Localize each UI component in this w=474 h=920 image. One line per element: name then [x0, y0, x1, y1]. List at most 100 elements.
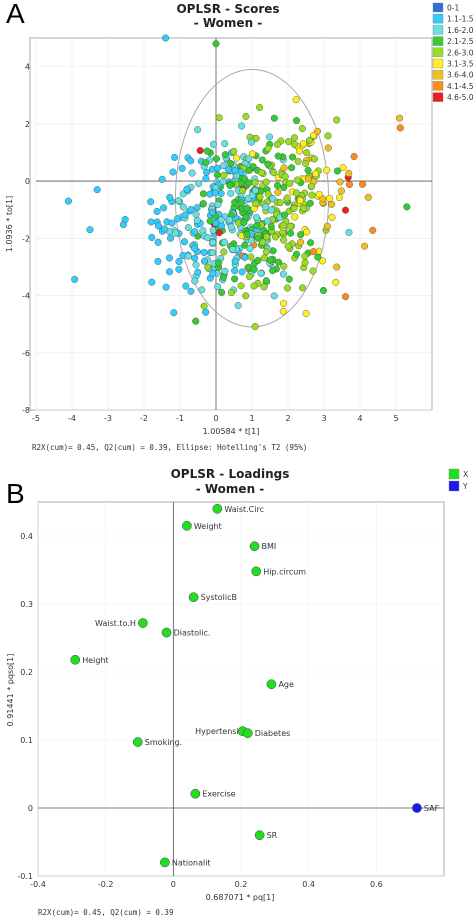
scores-x-tick-label: 1 [249, 414, 254, 423]
score-point [227, 289, 235, 297]
scores-x-ticks: -5 -4 -3 -2 -1 0 1 2 3 4 5 [32, 414, 399, 423]
loadings-zero-axes [38, 502, 444, 876]
score-point [231, 167, 239, 175]
score-point [193, 216, 201, 224]
score-point [259, 238, 267, 246]
score-point [335, 194, 343, 202]
score-point [251, 323, 259, 331]
score-point [242, 112, 250, 120]
score-point [262, 178, 270, 186]
score-point [281, 211, 289, 219]
score-point [269, 267, 277, 275]
scores-x-tick-label: -3 [104, 414, 112, 423]
loading-point-label: Smoking. [145, 738, 182, 747]
score-point [166, 193, 174, 201]
loading-point-label: SystolicB [201, 593, 237, 602]
loadings-y-tick-label: 0.3 [20, 600, 33, 609]
score-point [247, 253, 255, 261]
loading-point [190, 788, 201, 799]
score-point [274, 152, 282, 160]
score-point [310, 155, 318, 163]
score-point [237, 199, 245, 207]
scores-legend-label: 4.6-5.0 [447, 93, 474, 102]
score-point [227, 160, 235, 168]
loadings-y-tick-label: 0.1 [20, 736, 33, 745]
loadings-y-ticks: -0.1 0 0.1 0.2 0.3 0.4 [17, 532, 33, 881]
score-point [270, 114, 278, 122]
loading-point-label: BMI [262, 542, 277, 551]
score-point [188, 169, 196, 177]
score-point [215, 259, 223, 267]
score-point [290, 204, 298, 212]
score-point [285, 138, 293, 146]
score-point [187, 157, 195, 165]
score-point [169, 168, 177, 176]
scores-legend-swatch [432, 81, 444, 91]
score-point [304, 175, 312, 183]
score-point [301, 252, 309, 260]
loading-point [412, 803, 422, 813]
score-point [71, 275, 79, 283]
scores-x-tick-label: -4 [68, 414, 76, 423]
score-point [396, 124, 404, 132]
score-point [160, 204, 168, 212]
score-point [361, 242, 369, 250]
score-point [215, 229, 223, 237]
score-point [93, 186, 101, 194]
scores-title: OPLSR - Scores [176, 2, 279, 16]
loadings-plot: OPLSR - Loadings - Women - Waist.CircWei… [6, 467, 468, 917]
score-point [241, 241, 249, 249]
score-point [199, 190, 207, 198]
scores-y-ticks: -8 -6 -4 -2 0 2 4 [22, 63, 30, 415]
loadings-legend-label: X [463, 470, 468, 479]
score-point [179, 203, 187, 211]
scores-y-tick-label: -8 [22, 406, 30, 415]
score-point [174, 197, 182, 205]
score-point [213, 164, 221, 172]
scores-legend-label: 2.6-3.0 [447, 48, 474, 57]
score-point [165, 268, 173, 276]
score-point [309, 248, 317, 256]
score-point [246, 245, 254, 253]
score-point [230, 147, 238, 155]
score-point [303, 149, 311, 157]
score-point [275, 258, 283, 266]
scores-legend-label: 3.1-3.5 [447, 60, 474, 69]
score-point [285, 275, 293, 283]
score-point [192, 210, 200, 218]
score-point [147, 218, 155, 226]
score-point [238, 122, 246, 130]
score-point [191, 254, 199, 262]
score-point [296, 196, 304, 204]
score-point [328, 200, 336, 208]
loadings-x-tick-label: -0.2 [98, 880, 114, 889]
loadings-y-label: 0.91441 * pqso[1] [6, 654, 15, 727]
score-point [224, 165, 232, 173]
loading-point [182, 520, 192, 531]
score-point [219, 178, 227, 186]
score-point [263, 233, 271, 241]
score-point [304, 166, 312, 174]
score-point [257, 169, 265, 177]
score-point [280, 236, 288, 244]
score-point [287, 229, 295, 237]
score-point [158, 175, 166, 183]
loading-point-label: Age [278, 680, 294, 689]
score-point [292, 189, 300, 197]
scores-x-tick-label: 0 [213, 414, 218, 423]
scores-y-label: 1.0936 * to[1] [5, 196, 14, 252]
score-point [274, 181, 282, 189]
score-point [154, 222, 162, 230]
score-point [220, 171, 228, 179]
loading-point [249, 541, 260, 552]
score-point [191, 277, 199, 285]
loading-point [212, 503, 223, 514]
score-point [210, 140, 218, 148]
score-point [220, 238, 228, 246]
scores-legend: 0-1 1.1-1.5 1.6-2.0 2.1-2.5 2.6-3.0 3.1-3.5 3.… [432, 2, 474, 102]
score-point [312, 170, 320, 178]
score-point [324, 144, 332, 152]
score-point [219, 273, 227, 281]
score-point [298, 284, 306, 292]
